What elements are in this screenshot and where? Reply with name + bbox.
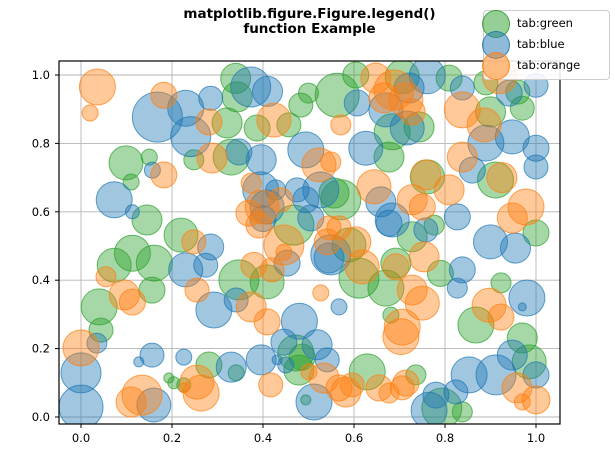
x-tick-label: 1.0 [527,431,545,445]
x-tick-label: 0.0 [72,431,90,445]
y-tick-label: 1.0 [32,68,50,82]
series-tab-orange [62,61,551,418]
y-tick-label: 0.4 [32,273,50,287]
axes-frame [58,60,561,425]
x-tick-label: 0.4 [254,431,272,445]
legend-item-green: tab:green [482,9,601,38]
y-tick-label: 0.8 [32,136,50,150]
legend-label-green: tab:green [517,16,573,30]
x-tick-label: 0.2 [163,431,181,445]
orange-marker-icon [482,51,510,80]
legend-item-blue: tab:blue [482,30,601,59]
legend-label-blue: tab:blue [517,37,565,51]
x-tick-label: 0.8 [436,431,454,445]
legend: tab:green tab:blue tab:orange [482,9,610,80]
y-tick-label: 0.6 [32,205,50,219]
y-tick-label: 0.0 [32,410,50,424]
y-tick-label: 0.2 [32,342,50,356]
tick-marks [55,74,537,428]
series-tab-green [80,61,550,424]
legend-item-orange: tab:orange [482,51,601,80]
legend-label-orange: tab:orange [517,58,581,72]
x-tick-label: 0.6 [345,431,363,445]
